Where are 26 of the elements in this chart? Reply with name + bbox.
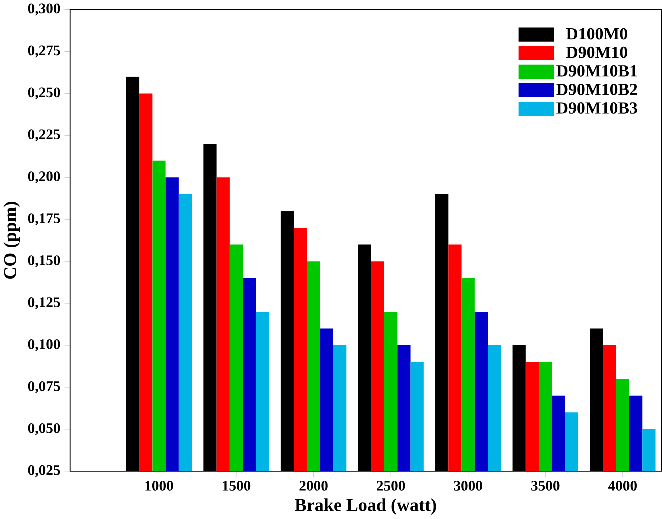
x-tick-label: 3000 <box>454 481 482 492</box>
y-tick-label: 0,225 <box>28 130 60 142</box>
y-tick-label: 0,150 <box>28 256 60 268</box>
x-tick-label: 4000 <box>608 481 637 492</box>
legend-label: D90M10B3 <box>556 102 638 114</box>
x-tick-label: 2500 <box>377 481 406 492</box>
y-tick-label: 0,025 <box>28 466 60 478</box>
y-tick-label: 0,250 <box>28 88 60 100</box>
y-tick-label: 0,300 <box>28 4 60 16</box>
y-tick-label: 0,175 <box>28 214 60 226</box>
y-tick-label: 0,275 <box>28 46 60 58</box>
legend-label: D90M10B1 <box>556 66 638 77</box>
x-tick-label: 1500 <box>223 481 251 492</box>
x-tick-label: 3500 <box>532 481 560 492</box>
legend-label: D90M10 <box>566 47 628 58</box>
x-axis-title: Brake Load (watt) <box>295 498 436 516</box>
y-tick-label: 0,050 <box>28 424 60 436</box>
x-tick-label: 2000 <box>300 481 328 492</box>
y-tick-label: 0,125 <box>28 298 60 310</box>
x-tick-label: 1000 <box>146 481 174 492</box>
legend-label: D90M10B2 <box>556 84 638 96</box>
y-tick-label: 0,200 <box>28 172 60 184</box>
legend-label: D100M0 <box>566 28 628 40</box>
y-axis-title: CO (ppm) <box>4 202 20 280</box>
y-tick-label: 0,075 <box>28 382 60 394</box>
y-tick-label: 0,100 <box>28 340 60 352</box>
